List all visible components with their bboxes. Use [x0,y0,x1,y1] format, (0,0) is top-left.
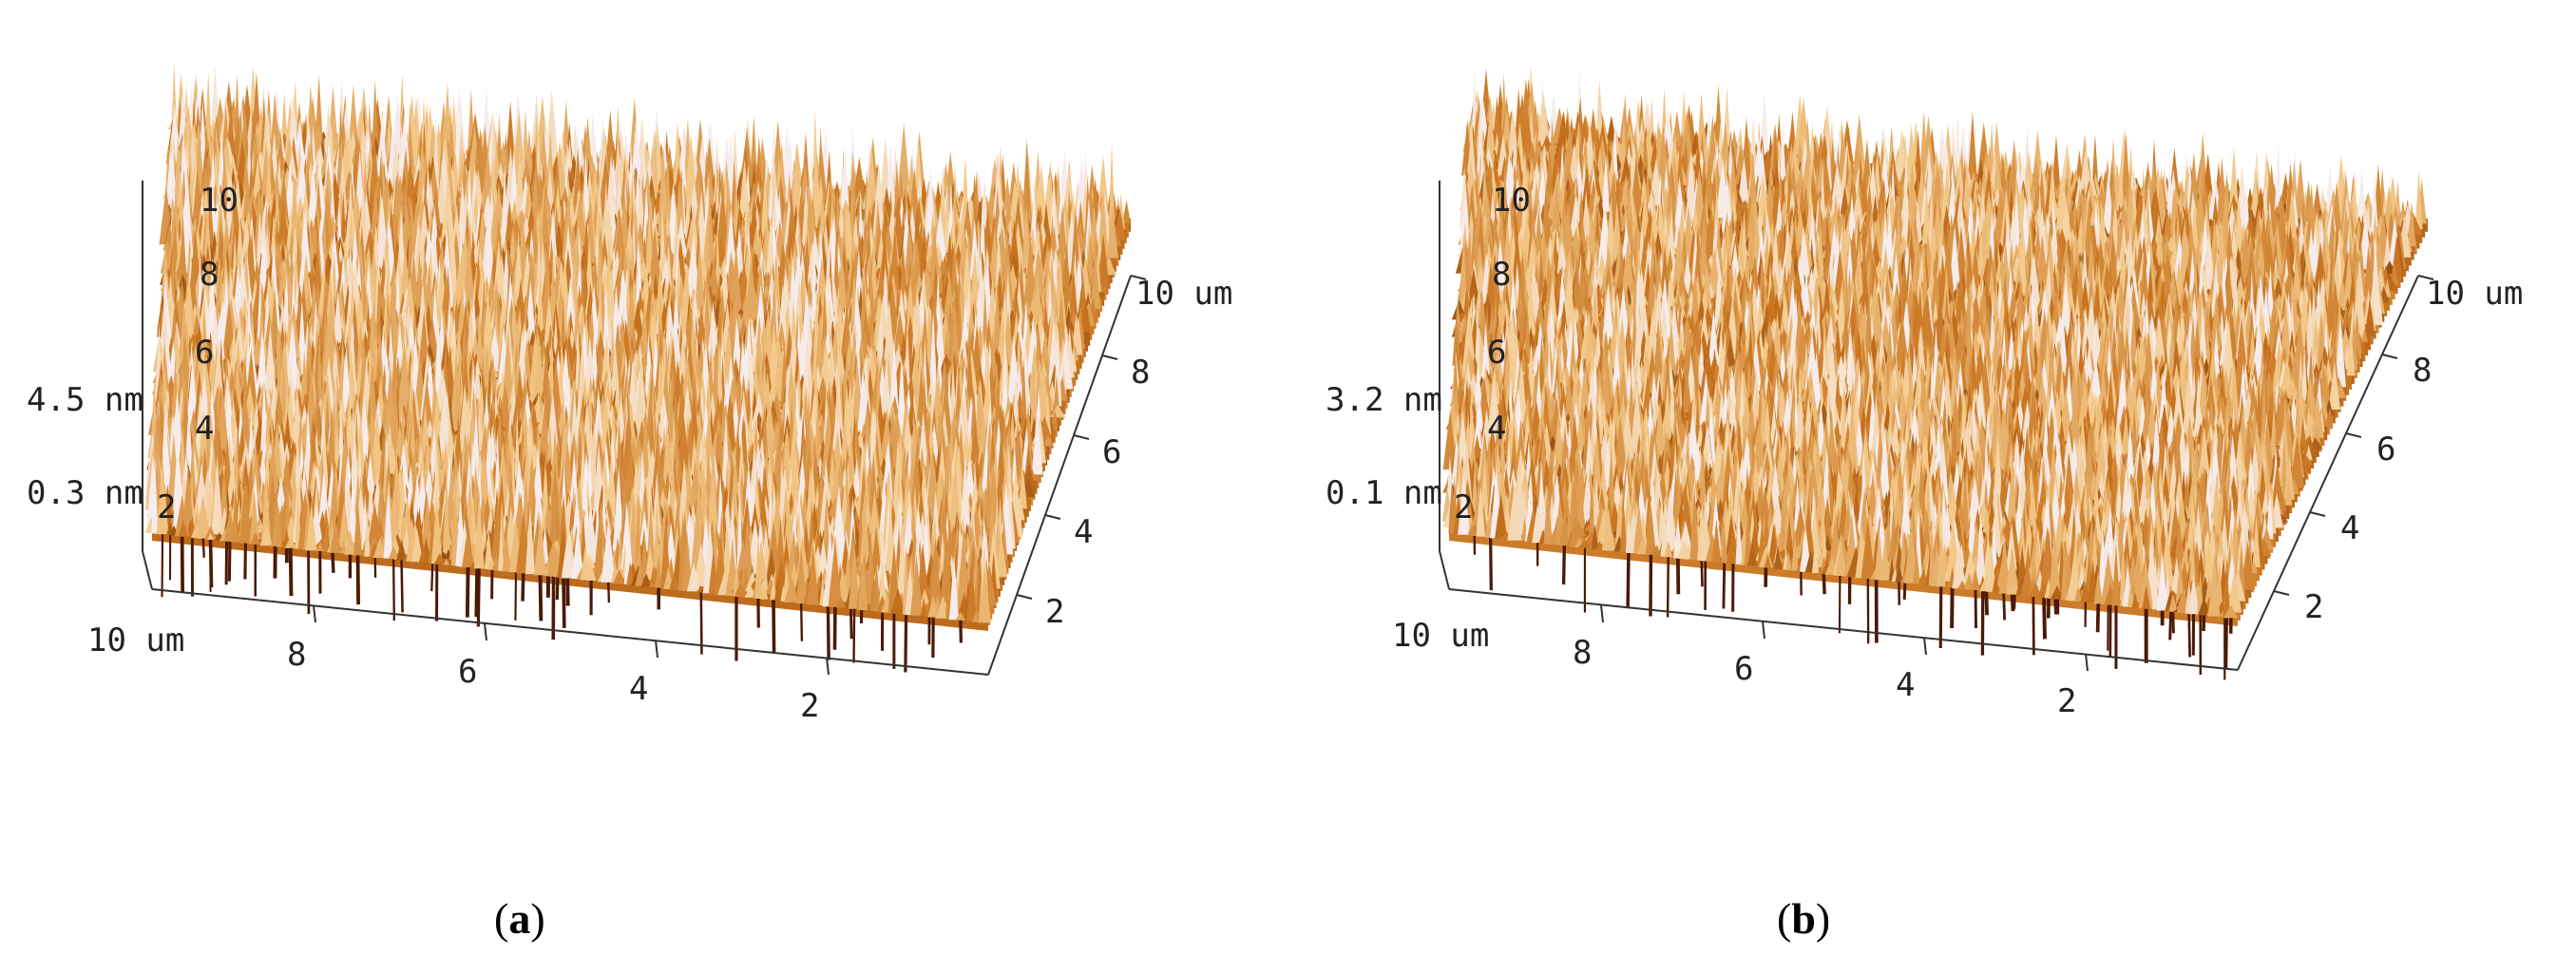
x-tick-label: 8 [1573,634,1592,672]
y-tick-label: 2 [1045,593,1064,631]
z-tick-label: 6 [1487,334,1506,372]
z-high-label: 3.2 nm [1326,381,1442,419]
z-low-label: 0.3 nm [27,474,143,512]
z-tick-label: 4 [195,410,214,448]
afm-surface-plot-a: 10 um 8 6 4 2 2 4 6 8 10 um 10 8 6 4 2 4… [27,62,1232,725]
axis-labels-a: 10 um 8 6 4 2 2 4 6 8 10 um 10 8 6 4 2 4… [27,182,1232,725]
y-axis-end-label: 10 um [1135,275,1232,313]
x-tick-label: 2 [800,687,819,725]
z-tick-label: 4 [1487,410,1506,448]
caption-b: (b) [1777,893,1830,944]
x-tick-label: 4 [1896,666,1915,704]
caption-letter-b: b [1791,894,1816,943]
x-tick-label: 2 [2057,682,2076,720]
x-tick-label: 4 [629,670,648,708]
y-tick-label: 2 [2304,588,2323,626]
z-tick-label: 2 [157,488,176,526]
afm-panel-a: 10 um 8 6 4 2 2 4 6 8 10 um 10 8 6 4 2 4… [0,0,1288,836]
axis-labels-b: 10 um 8 6 4 2 2 4 6 8 10 um 10 8 6 4 2 3… [1326,182,2523,720]
axes-a [142,181,1147,676]
y-tick-label: 8 [1131,354,1150,392]
z-tick-label: 10 [200,182,239,220]
y-tick-label: 6 [2376,430,2395,468]
z-tick-label: 8 [1492,256,1511,294]
z-tick-label: 2 [1454,488,1473,526]
z-tick-label: 8 [200,256,219,294]
z-tick-label: 6 [195,334,214,372]
x-tick-label: 6 [1734,650,1753,688]
z-high-label: 4.5 nm [27,381,143,419]
x-axis-start-label: 10 um [1392,617,1489,655]
afm-surface-plot-b: 10 um 8 6 4 2 2 4 6 8 10 um 10 8 6 4 2 3… [1326,66,2523,720]
caption-letter-a: a [508,894,530,943]
y-axis-end-label: 10 um [2426,275,2523,313]
x-tick-label: 8 [287,636,306,674]
z-tick-label: 10 [1492,182,1531,220]
surface-b [1441,66,2428,680]
caption-a: (a) [494,893,545,944]
y-tick-label: 4 [1074,513,1093,551]
x-tick-label: 6 [458,653,477,691]
y-tick-label: 4 [2340,509,2359,547]
y-tick-label: 6 [1102,433,1121,471]
surface-a [144,62,1131,673]
z-low-label: 0.1 nm [1326,474,1442,512]
x-axis-start-label: 10 um [87,621,184,660]
y-tick-label: 8 [2413,352,2432,390]
afm-panel-b: 10 um 8 6 4 2 2 4 6 8 10 um 10 8 6 4 2 3… [1288,0,2576,836]
axes-b [1439,181,2434,672]
